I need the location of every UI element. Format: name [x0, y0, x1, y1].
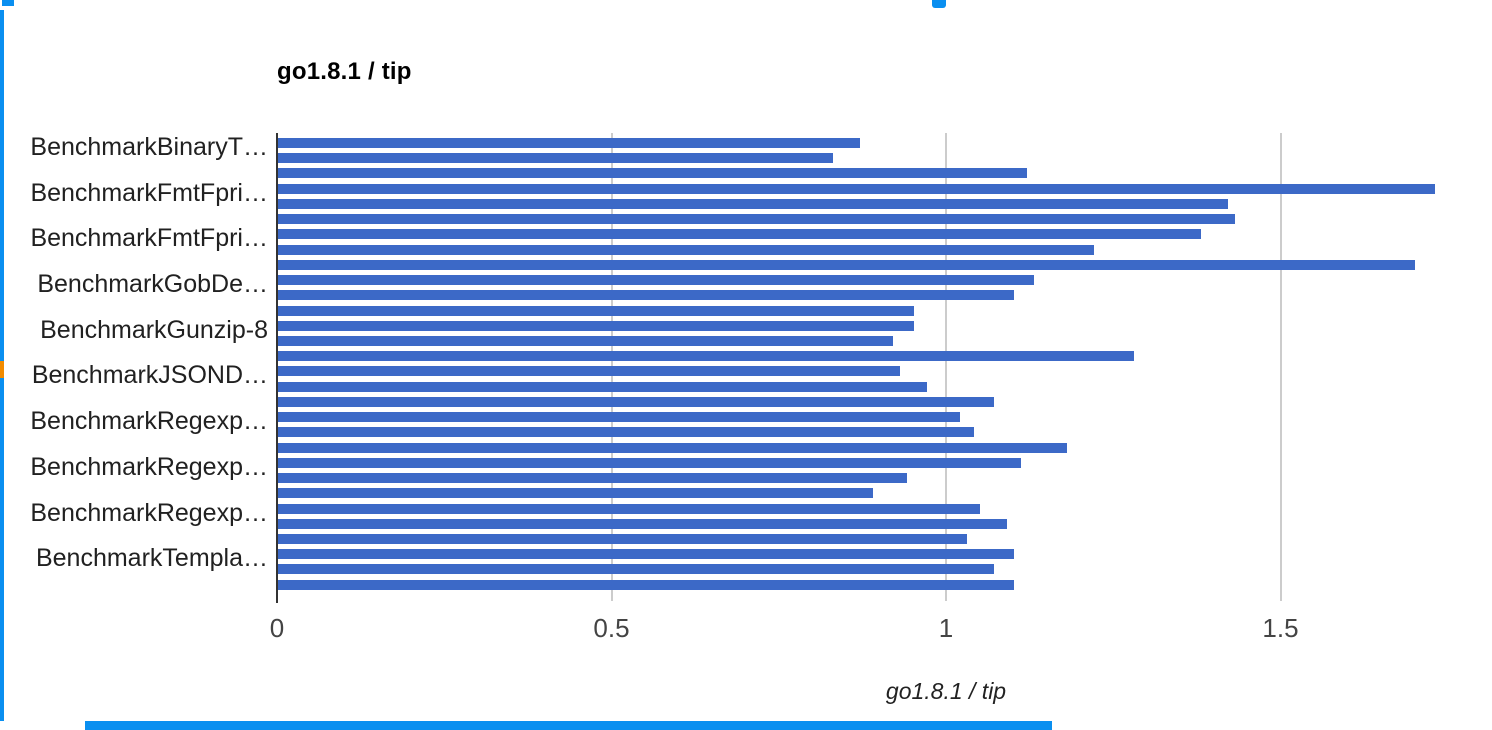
- bar: [278, 564, 994, 574]
- bar: [278, 290, 1014, 300]
- bar: [278, 397, 994, 407]
- bar: [278, 168, 1027, 178]
- bar: [278, 306, 914, 316]
- bar: [278, 549, 1014, 559]
- bar: [278, 138, 860, 148]
- bar: [278, 321, 914, 331]
- window-corner-accent: [2, 0, 14, 6]
- bar: [278, 534, 967, 544]
- y-axis-label: BenchmarkRegexp…: [30, 407, 268, 435]
- bar: [278, 382, 927, 392]
- bar: [278, 229, 1201, 239]
- y-axis-label: BenchmarkJSOND…: [31, 361, 268, 389]
- bar: [278, 427, 974, 437]
- y-axis-label: BenchmarkRegexp…: [30, 499, 268, 527]
- chart-title: go1.8.1 / tip: [277, 58, 412, 85]
- gridline: [945, 133, 947, 601]
- x-axis-tick-label: 0: [269, 613, 285, 643]
- bar: [278, 214, 1235, 224]
- bar: [278, 488, 873, 498]
- y-axis-label: BenchmarkFmtFpri…: [30, 224, 268, 252]
- y-axis-label: BenchmarkGobDe…: [37, 270, 268, 298]
- bar: [278, 260, 1415, 270]
- bar: [278, 519, 1007, 529]
- bar: [278, 153, 833, 163]
- axis-baseline: [276, 133, 278, 603]
- bar: [278, 473, 907, 483]
- y-axis-label: BenchmarkBinaryT…: [30, 133, 268, 161]
- bar: [278, 336, 893, 346]
- horizontal-scrollbar-thumb[interactable]: [85, 721, 1052, 730]
- bar: [278, 199, 1228, 209]
- y-axis-label: BenchmarkRegexp…: [30, 453, 268, 481]
- bar: [278, 275, 1034, 285]
- y-axis-label: BenchmarkFmtFpri…: [30, 179, 268, 207]
- y-axis-label: BenchmarkGunzip-8: [40, 316, 268, 344]
- x-axis-tick-label: 0.5: [593, 613, 630, 643]
- gridline: [1279, 133, 1282, 601]
- x-axis-title: go1.8.1 / tip: [885, 678, 1007, 704]
- x-axis-tick-label: 1.5: [1262, 613, 1299, 643]
- bar: [278, 443, 1067, 453]
- bar: [278, 458, 1021, 468]
- tab-indicator[interactable]: [932, 0, 946, 8]
- bar: [278, 351, 1134, 361]
- y-axis-label: BenchmarkTempla…: [35, 544, 268, 572]
- bar: [278, 504, 980, 514]
- x-axis-tick-label: 1: [938, 613, 954, 643]
- bar: [278, 366, 900, 376]
- bar: [278, 245, 1094, 255]
- bar: [278, 412, 960, 422]
- bar: [278, 580, 1014, 590]
- bar: [278, 184, 1435, 194]
- left-edge-orange-marker: [0, 361, 4, 378]
